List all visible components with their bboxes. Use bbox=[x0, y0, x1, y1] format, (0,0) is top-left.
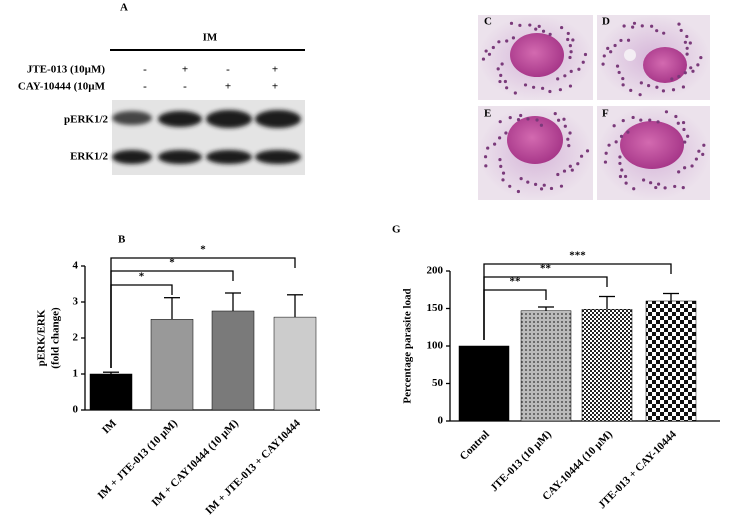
x-tick-label: CAY-10444 (10 µM) bbox=[540, 428, 615, 503]
sign: + bbox=[272, 81, 278, 93]
blot-group: IM bbox=[203, 32, 218, 44]
y-axis-label: (fold change) bbox=[50, 307, 62, 369]
bar bbox=[645, 300, 697, 422]
parasites bbox=[481, 21, 706, 194]
y-tick-label: 2 bbox=[73, 332, 79, 344]
sign: + bbox=[225, 81, 231, 93]
panel-label: E bbox=[484, 108, 491, 120]
significance-bracket bbox=[483, 263, 672, 340]
y-tick-label: 150 bbox=[427, 302, 444, 314]
panel-label: D bbox=[602, 16, 610, 28]
bar bbox=[150, 319, 194, 411]
y-tick-label: 200 bbox=[427, 265, 444, 277]
sign: - bbox=[226, 64, 230, 76]
bar bbox=[520, 310, 572, 422]
blot-bands bbox=[112, 110, 301, 164]
band-label: ERK1/2 bbox=[70, 151, 108, 163]
panel-label: G bbox=[392, 224, 401, 236]
y-tick-label: 3 bbox=[73, 296, 79, 308]
bar bbox=[581, 309, 633, 422]
bar bbox=[211, 310, 255, 411]
panel-label: B bbox=[118, 234, 126, 246]
panel-label: F bbox=[602, 108, 609, 120]
bar bbox=[273, 316, 317, 411]
band-label: pERK1/2 bbox=[64, 114, 109, 126]
y-tick-label: 0 bbox=[73, 404, 79, 416]
significance-label: * bbox=[169, 257, 175, 269]
panel-label: C bbox=[484, 16, 492, 28]
sign: + bbox=[272, 64, 278, 76]
bar bbox=[458, 345, 510, 422]
panel-label: A bbox=[120, 2, 128, 14]
bar bbox=[89, 373, 133, 411]
x-tick-label: Control bbox=[458, 428, 492, 462]
x-tick-label: JTE-013 (10 µM) bbox=[488, 428, 554, 494]
significance-label: * bbox=[139, 271, 145, 283]
y-tick-label: 50 bbox=[432, 377, 444, 389]
y-tick-label: 1 bbox=[73, 368, 79, 380]
significance-label: *** bbox=[569, 250, 586, 262]
y-tick-label: 100 bbox=[427, 340, 444, 352]
sign: - bbox=[143, 64, 147, 76]
y-tick-label: 4 bbox=[73, 260, 79, 272]
sign: - bbox=[183, 81, 187, 93]
x-tick-label: IM bbox=[100, 417, 119, 436]
micrographs bbox=[478, 15, 710, 200]
y-tick-label: 0 bbox=[438, 415, 444, 427]
significance-bracket bbox=[110, 257, 296, 368]
significance-label: ** bbox=[510, 276, 522, 288]
significance-label: ** bbox=[540, 263, 552, 275]
row-label: CAY-10444 (10µM bbox=[18, 81, 106, 93]
row-label: JTE-013 (10µM) bbox=[27, 64, 105, 76]
y-axis-label: Percentage parasite load bbox=[402, 288, 414, 403]
sign: - bbox=[143, 81, 147, 93]
significance-label: * bbox=[200, 244, 206, 256]
sign: + bbox=[182, 64, 188, 76]
y-axis-label: pERK/ERK bbox=[36, 309, 48, 366]
